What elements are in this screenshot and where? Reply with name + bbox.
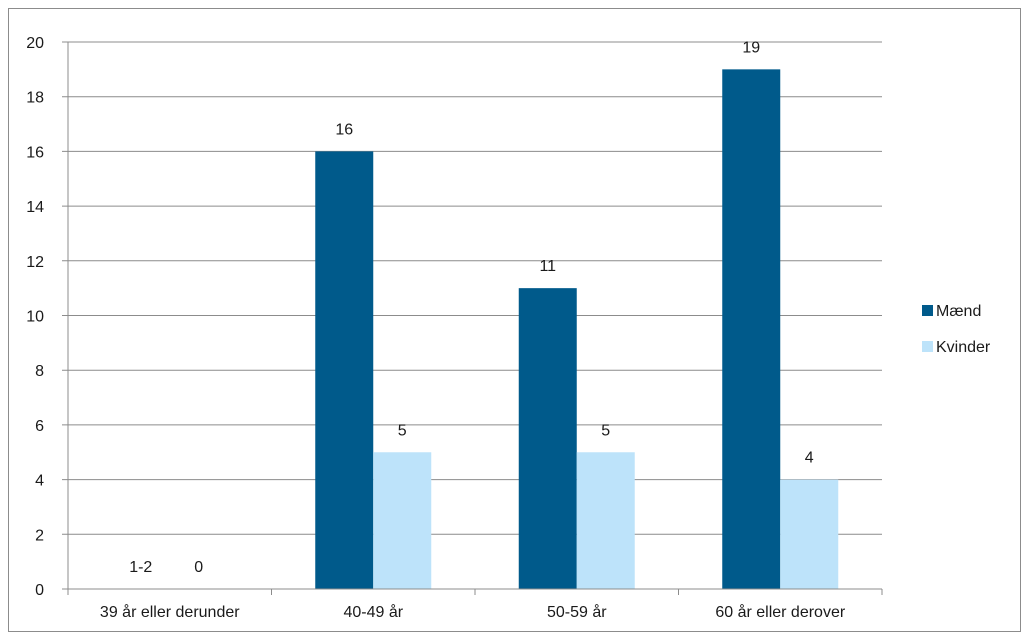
y-tick-label: 12 [26, 254, 44, 271]
bar [780, 479, 839, 589]
y-tick-label: 18 [26, 90, 44, 107]
bar [373, 452, 432, 589]
x-tick-label: 39 år eller derunder [100, 603, 240, 621]
x-axis-ticks: 39 år eller derunder 40-49 år 50-59 år 60 å… [100, 603, 846, 621]
y-tick-label: 6 [35, 418, 44, 435]
y-tick-label: 16 [26, 144, 44, 161]
data-label: 4 [805, 450, 814, 467]
legend-label: Kvinder [936, 339, 991, 356]
bar [722, 69, 781, 590]
y-tick-label: 8 [35, 363, 44, 380]
data-label: 5 [601, 422, 610, 439]
data-label: 16 [335, 121, 353, 138]
bar [518, 288, 577, 589]
x-tick-label: 60 år eller derover [715, 603, 846, 621]
data-label: 0 [194, 559, 203, 576]
legend-swatch [922, 341, 933, 352]
y-tick-label: 10 [26, 309, 44, 326]
axes [67, 42, 883, 595]
y-tick-label: 4 [35, 473, 44, 490]
y-tick-label: 14 [26, 199, 44, 216]
chart-frame [8, 8, 1021, 632]
y-tick-label: 0 [35, 582, 44, 599]
data-label: 1-2 [129, 559, 152, 576]
bar [576, 452, 635, 589]
y-tick-label: 2 [35, 527, 44, 544]
y-axis-ticks: 0 2 4 6 8 10 12 14 16 18 20 [26, 35, 44, 599]
data-label: 11 [539, 258, 556, 275]
y-tick-label: 20 [26, 35, 44, 52]
legend-label: Mænd [936, 303, 981, 320]
bars [315, 69, 839, 590]
data-label: 19 [742, 39, 760, 56]
data-label: 5 [398, 422, 407, 439]
x-tick-label: 40-49 år [343, 603, 403, 621]
x-tick-label: 50-59 år [547, 603, 607, 621]
legend: Mænd Kvinder [922, 303, 991, 356]
bar [315, 151, 374, 589]
legend-swatch [922, 305, 933, 316]
data-labels: 1-2 0 16 5 11 5 19 4 [129, 39, 814, 576]
